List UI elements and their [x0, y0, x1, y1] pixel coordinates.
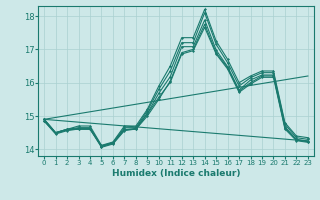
X-axis label: Humidex (Indice chaleur): Humidex (Indice chaleur)	[112, 169, 240, 178]
